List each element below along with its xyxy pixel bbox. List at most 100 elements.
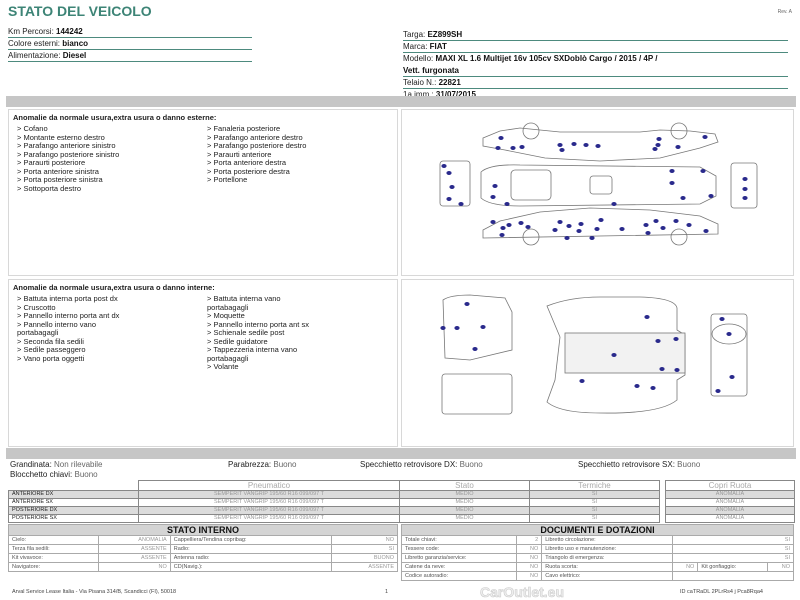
damage-marker — [566, 224, 572, 228]
damage-item: > Schienale sedile post — [207, 328, 285, 337]
info-label: Terza fila sedili: — [7, 544, 100, 554]
damage-marker — [686, 223, 692, 227]
footer-address: Arval Service Lease Italia - Via Pisana … — [12, 589, 177, 595]
info-value: 2 — [515, 535, 543, 545]
value: Diesel — [62, 51, 87, 60]
interior-rear-view — [442, 294, 513, 361]
info-value: NO — [515, 571, 543, 581]
info-label: Totale chiavi: — [401, 535, 517, 545]
value: Vett. furgonata — [403, 66, 460, 75]
damage-item: > Parafango anteriore sinistro — [17, 141, 116, 150]
label: 1a imm.: — [403, 90, 436, 99]
info-label: Radio: — [169, 544, 332, 554]
tyre-pos: ANTERIORE DX — [8, 490, 139, 499]
info-label: Kit vivavoce: — [7, 553, 100, 563]
damage-item: > Cofano — [17, 124, 48, 133]
section-divider — [6, 96, 796, 107]
damage-marker — [719, 317, 725, 321]
exterior-heading: Anomalie da normale usura,extra usura o … — [13, 113, 217, 122]
damage-marker — [583, 143, 589, 147]
damage-marker — [700, 169, 706, 173]
parabrezza-info: Parabrezza: Buono — [228, 460, 297, 470]
info-value: ASSENTE — [98, 544, 171, 554]
damage-item: > Cruscotto — [17, 302, 56, 312]
tyre-stato: MEDIO — [399, 490, 530, 499]
damage-marker — [492, 184, 498, 188]
damage-item: > Battuta interna porta post dx — [17, 294, 118, 303]
info-value: NO — [767, 562, 794, 572]
info-value: NO — [671, 562, 699, 572]
damage-item: > Moquette — [207, 311, 245, 320]
info-label: Ruota scorta: — [541, 562, 673, 572]
info-label: Libretto garanzia/service: — [401, 553, 517, 563]
tyres-table: Pneumatico Stato Termiche ANTERIORE DX SEMP… — [8, 480, 660, 523]
tyre-tyre: SEMPERIT VANGRIP 195/60 R16 099/097 T — [138, 506, 400, 515]
damage-item: > Porta posteriore sinistra — [17, 175, 103, 184]
damage-item: > Battuta interna vano — [207, 294, 281, 303]
info-value: ASSENTE — [98, 553, 171, 563]
info-label: Triangolo di emergenza: — [541, 553, 673, 563]
damage-marker — [458, 202, 464, 206]
copri-row: ANOMALIA — [665, 498, 795, 507]
info-row: Navigatore: NO CD(Navig.): ASSENTE — [7, 562, 399, 572]
damage-marker — [656, 137, 662, 141]
value: Non rilevabile — [54, 460, 103, 469]
value: Buono — [459, 460, 483, 469]
damage-marker — [559, 148, 565, 152]
info-row: Codice autoradio: NO Cavo elettrico: — [401, 571, 795, 581]
damage-item: > Porta posteriore destra — [207, 166, 290, 176]
watermark-logo: CarOutlet.eu — [480, 584, 565, 600]
info-value — [671, 571, 795, 581]
damage-marker — [504, 202, 510, 206]
tyre-stato: MEDIO — [399, 506, 530, 515]
info-label: Libretto uso e manutenzione: — [541, 544, 673, 554]
info-label: Codice autoradio: — [401, 571, 517, 581]
copri-value: ANOMALIA — [665, 514, 795, 523]
damage-item: > Sedile guidatore — [207, 336, 268, 346]
damage-marker — [729, 375, 735, 379]
value: bianco — [62, 39, 89, 48]
damage-marker — [652, 147, 658, 151]
damage-item: > Sedile passeggero — [17, 345, 86, 354]
damage-marker — [557, 143, 563, 147]
info-value: SI — [671, 544, 795, 554]
info-row: Tessere code: NO Libretto uso e manutenzio… — [401, 544, 795, 554]
tyre-row: POSTERIORE SX SEMPERIT VANGRIP 195/60 R16… — [8, 514, 660, 523]
car-side-right — [482, 127, 719, 162]
damage-marker — [674, 368, 680, 372]
info-label: Libretto circolazione: — [541, 535, 673, 545]
damage-marker — [500, 226, 506, 230]
damage-marker — [655, 339, 661, 343]
interior-col-2: > Battuta interna vano portabagagli > Moqu… — [207, 294, 397, 372]
tyre-stato: MEDIO — [399, 498, 530, 507]
damage-marker — [518, 221, 524, 225]
info-label: Catene da neve: — [401, 562, 517, 572]
alimentazione-row: Alimentazione: Diesel — [8, 50, 252, 62]
damage-marker — [655, 143, 661, 147]
damage-marker — [673, 219, 679, 223]
damage-marker — [742, 196, 748, 200]
damage-marker — [659, 367, 665, 371]
tyre-row: ANTERIORE DX SEMPERIT VANGRIP 195/60 R16 … — [8, 490, 660, 499]
tyre-pos: POSTERIORE SX — [8, 514, 139, 523]
copri-value: ANOMALIA — [665, 498, 795, 507]
value: MAXI XL 1.6 Multijet 16v 105cv SXDoblò C… — [435, 54, 658, 63]
label: Marca: — [403, 42, 430, 51]
damage-marker — [472, 347, 478, 351]
value: Buono — [74, 469, 98, 479]
tyre-row: POSTERIORE DX SEMPERIT VANGRIP 195/60 R16… — [8, 506, 660, 515]
damage-item: > Fanaleria posteriore — [207, 124, 281, 133]
info-value: NO — [515, 553, 543, 563]
damage-item: portabagagli — [207, 302, 249, 312]
damage-marker — [464, 302, 470, 306]
damage-marker — [578, 222, 584, 226]
stato-interno-table: STATO INTERNO Cielo: ANOMALIA Cappelliera/… — [7, 524, 399, 572]
exterior-col-2: > Fanaleria posteriore > Parafango anteri… — [207, 124, 397, 193]
damage-marker — [669, 169, 675, 173]
interior-col-1: > Battuta interna porta post dx > Cruscot… — [17, 294, 207, 372]
header-pneumatico: Pneumatico — [138, 480, 400, 491]
damage-marker — [660, 226, 666, 230]
tyre-tyre: SEMPERIT VANGRIP 195/60 R16 099/097 T — [138, 498, 400, 507]
marca-row: Marca: FIAT — [403, 41, 788, 53]
